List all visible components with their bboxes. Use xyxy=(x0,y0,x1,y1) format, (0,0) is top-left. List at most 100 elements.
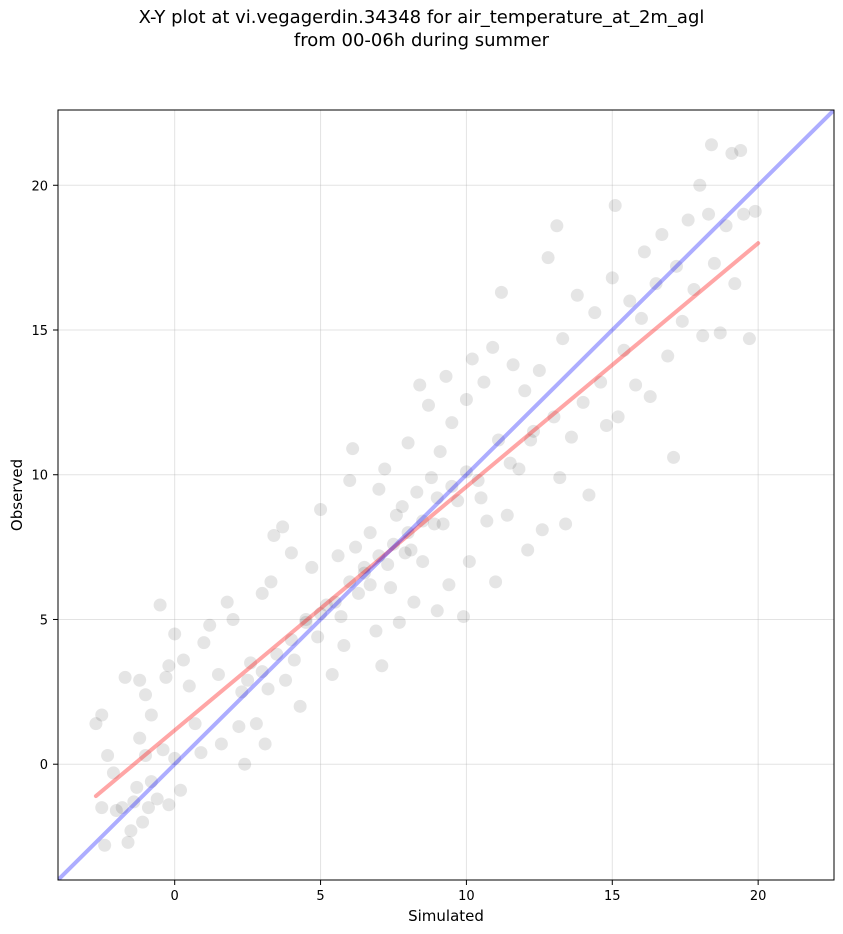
data-point xyxy=(599,419,613,433)
data-point xyxy=(109,804,123,818)
data-point xyxy=(95,801,109,815)
data-point xyxy=(118,670,132,684)
data-point xyxy=(232,720,246,734)
data-point xyxy=(416,555,430,569)
data-point xyxy=(378,462,392,476)
data-point xyxy=(241,673,255,687)
data-point xyxy=(702,207,716,221)
data-point xyxy=(643,390,657,404)
data-point xyxy=(442,578,456,592)
data-point xyxy=(594,375,608,389)
scatter-points xyxy=(89,138,762,852)
data-point xyxy=(439,369,453,383)
chart-title: X-Y plot at vi.vegagerdin.34348 for air_… xyxy=(0,6,843,52)
data-point xyxy=(742,332,756,346)
data-point xyxy=(582,488,596,502)
data-point xyxy=(521,543,535,557)
data-point xyxy=(430,604,444,618)
data-point xyxy=(314,607,328,621)
data-point xyxy=(737,207,751,221)
x-tick-label: 0 xyxy=(171,889,179,904)
data-point xyxy=(489,575,503,589)
data-point xyxy=(477,375,491,389)
data-point xyxy=(462,555,476,569)
data-point xyxy=(675,314,689,328)
data-point xyxy=(588,306,602,320)
data-point xyxy=(235,685,249,699)
data-point xyxy=(334,610,348,624)
data-point xyxy=(564,430,578,444)
data-point xyxy=(451,494,465,508)
data-point xyxy=(314,502,328,516)
data-point xyxy=(279,673,293,687)
chart-title-line-2: from 00-06h during summer xyxy=(293,30,550,51)
data-point xyxy=(139,688,153,702)
data-point xyxy=(284,633,298,647)
data-point xyxy=(401,526,415,540)
data-point xyxy=(734,144,748,158)
data-point xyxy=(369,624,383,638)
data-point xyxy=(512,462,526,476)
data-point xyxy=(550,219,564,233)
data-point xyxy=(547,410,561,424)
data-point xyxy=(459,392,473,406)
data-point xyxy=(424,471,438,485)
data-point xyxy=(168,627,182,641)
data-point xyxy=(427,517,441,531)
data-point xyxy=(401,436,415,450)
data-point xyxy=(351,586,365,600)
data-point xyxy=(637,245,651,259)
data-point xyxy=(270,647,284,661)
data-point xyxy=(153,598,167,612)
data-point xyxy=(506,358,520,372)
data-point xyxy=(144,708,158,722)
data-point xyxy=(474,491,488,505)
data-point xyxy=(133,673,147,687)
data-point xyxy=(719,219,733,233)
data-point xyxy=(389,508,403,522)
data-point xyxy=(527,424,541,438)
data-point xyxy=(421,398,435,412)
one-to-one-line xyxy=(58,110,834,880)
data-point xyxy=(276,520,290,534)
data-point xyxy=(226,612,240,626)
data-point xyxy=(101,749,115,763)
data-point xyxy=(445,416,459,430)
data-point xyxy=(130,780,144,794)
data-point xyxy=(357,560,371,574)
data-point xyxy=(704,138,718,152)
data-point xyxy=(480,514,494,528)
data-point xyxy=(343,575,357,589)
data-point xyxy=(623,294,637,308)
grid-lines xyxy=(58,110,834,880)
data-point xyxy=(649,277,663,291)
data-point xyxy=(559,517,573,531)
data-point xyxy=(258,737,272,751)
data-point xyxy=(220,595,234,609)
data-point xyxy=(337,639,351,653)
regression-fit-line xyxy=(93,241,761,799)
data-point xyxy=(346,442,360,456)
data-point xyxy=(696,329,710,343)
y-tick-label: 10 xyxy=(31,469,48,484)
data-point xyxy=(687,282,701,296)
data-point xyxy=(459,465,473,479)
data-point xyxy=(611,410,625,424)
data-point xyxy=(445,479,459,493)
y-tick-label: 5 xyxy=(40,613,48,628)
y-tick-label: 15 xyxy=(31,324,48,339)
data-point xyxy=(681,213,695,227)
data-point xyxy=(363,526,377,540)
data-point xyxy=(95,708,109,722)
data-point xyxy=(372,482,386,496)
data-point xyxy=(305,560,319,574)
data-point xyxy=(392,615,406,629)
data-point xyxy=(267,529,281,543)
x-axis-label: Simulated xyxy=(408,907,484,925)
data-point xyxy=(211,667,225,681)
x-tick-label: 10 xyxy=(458,889,475,904)
data-point xyxy=(299,612,313,626)
data-point xyxy=(535,523,549,537)
data-point xyxy=(150,792,164,806)
data-point xyxy=(436,517,450,531)
